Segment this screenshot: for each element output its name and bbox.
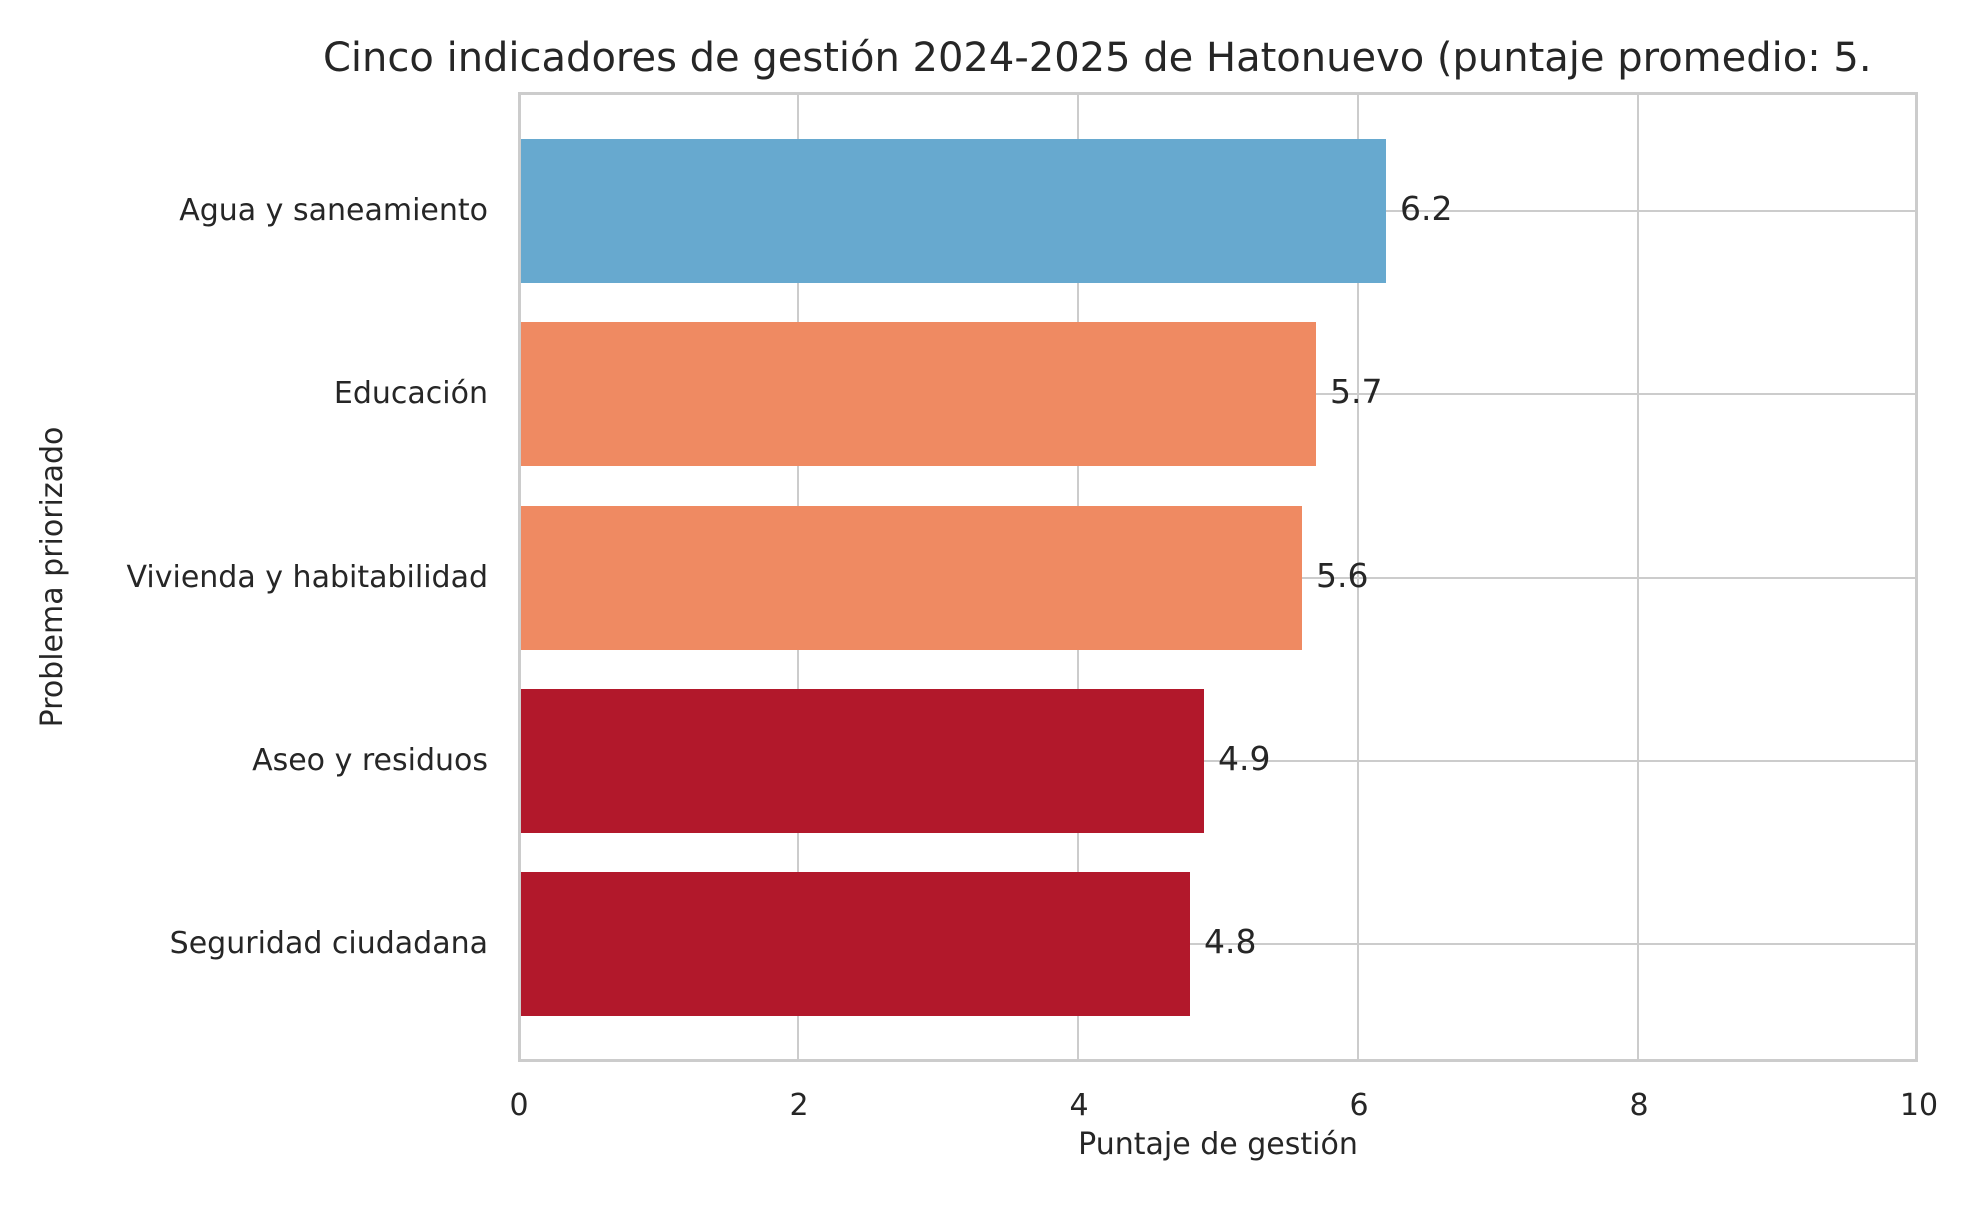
category-label: Agua y saneamiento: [179, 193, 488, 228]
x-tick-label: 6: [1349, 1088, 1369, 1123]
category-label: Aseo y residuos: [252, 743, 488, 778]
category-label: Seguridad ciudadana: [169, 926, 488, 961]
bar-value-label: 6.2: [1400, 189, 1453, 228]
category-label: Vivienda y habitabilidad: [126, 560, 488, 595]
bar: [521, 506, 1302, 650]
bar: [521, 322, 1316, 466]
bar-value-label: 5.6: [1316, 556, 1369, 595]
x-axis-label: Puntaje de gestión: [1078, 1127, 1358, 1162]
y-axis-label: Problema priorizado: [35, 426, 70, 728]
x-tick-label: 0: [509, 1088, 529, 1123]
x-tick-label: 8: [1629, 1088, 1649, 1123]
bar: [521, 689, 1204, 833]
bar: [521, 872, 1190, 1016]
bar-value-label: 5.7: [1330, 372, 1383, 411]
bar: [521, 139, 1386, 283]
y-gridline: [521, 943, 1915, 945]
bar-value-label: 4.9: [1218, 739, 1271, 778]
chart-title: Cinco indicadores de gestión 2024-2025 d…: [323, 35, 1872, 81]
category-label: Educación: [333, 376, 488, 411]
y-gridline: [521, 760, 1915, 762]
x-tick-label: 2: [789, 1088, 809, 1123]
x-tick-label: 4: [1069, 1088, 1089, 1123]
x-tick-label: 10: [1899, 1088, 1939, 1123]
plot-area: 6.2 5.7 5.6 4.9 4.8: [518, 92, 1918, 1062]
bar-value-label: 4.8: [1204, 922, 1257, 961]
